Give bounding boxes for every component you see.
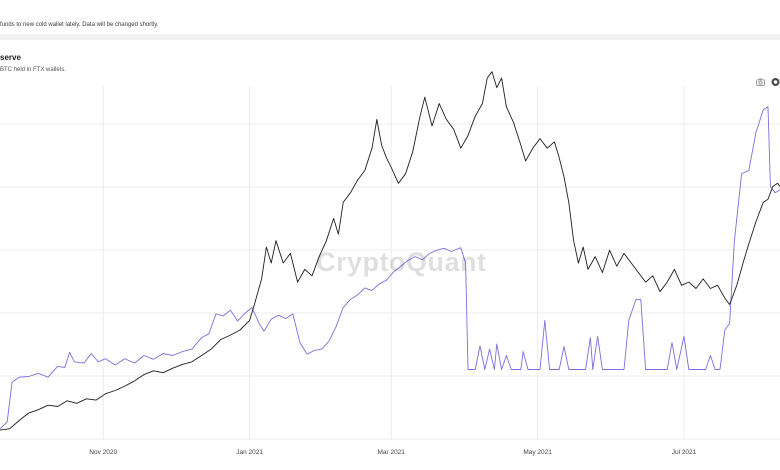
- notice-banner: funds to new cold wallet lately. Data wi…: [0, 0, 780, 34]
- cryptoquant-watermark: CryptoQuant: [316, 247, 487, 277]
- chart-series[interactable]: [0, 71, 780, 431]
- more-icon[interactable]: [771, 77, 780, 87]
- series-line-a[interactable]: [0, 106, 780, 430]
- chart-title: serve: [0, 53, 21, 62]
- chart-card: serve BTC held in FTX wallets.: [0, 40, 780, 470]
- camera-icon[interactable]: [756, 78, 765, 86]
- x-axis-ticks: Nov 2020 Jan 2021 Mar 2021 May 2021 Jul 2021: [89, 449, 696, 456]
- chart-grid: [0, 86, 780, 440]
- x-tick-label: Jan 2021: [236, 449, 263, 456]
- x-tick-label: Jul 2021: [672, 449, 697, 456]
- chart-subtitle: BTC held in FTX wallets.: [0, 67, 67, 73]
- notice-text: funds to new cold wallet lately. Data wi…: [0, 22, 159, 28]
- x-tick-label: Mar 2021: [377, 449, 405, 456]
- chart-toolbar: [756, 77, 780, 87]
- series-line-b[interactable]: [0, 71, 780, 431]
- x-tick-label: May 2021: [523, 449, 552, 456]
- x-tick-label: Nov 2020: [89, 449, 117, 456]
